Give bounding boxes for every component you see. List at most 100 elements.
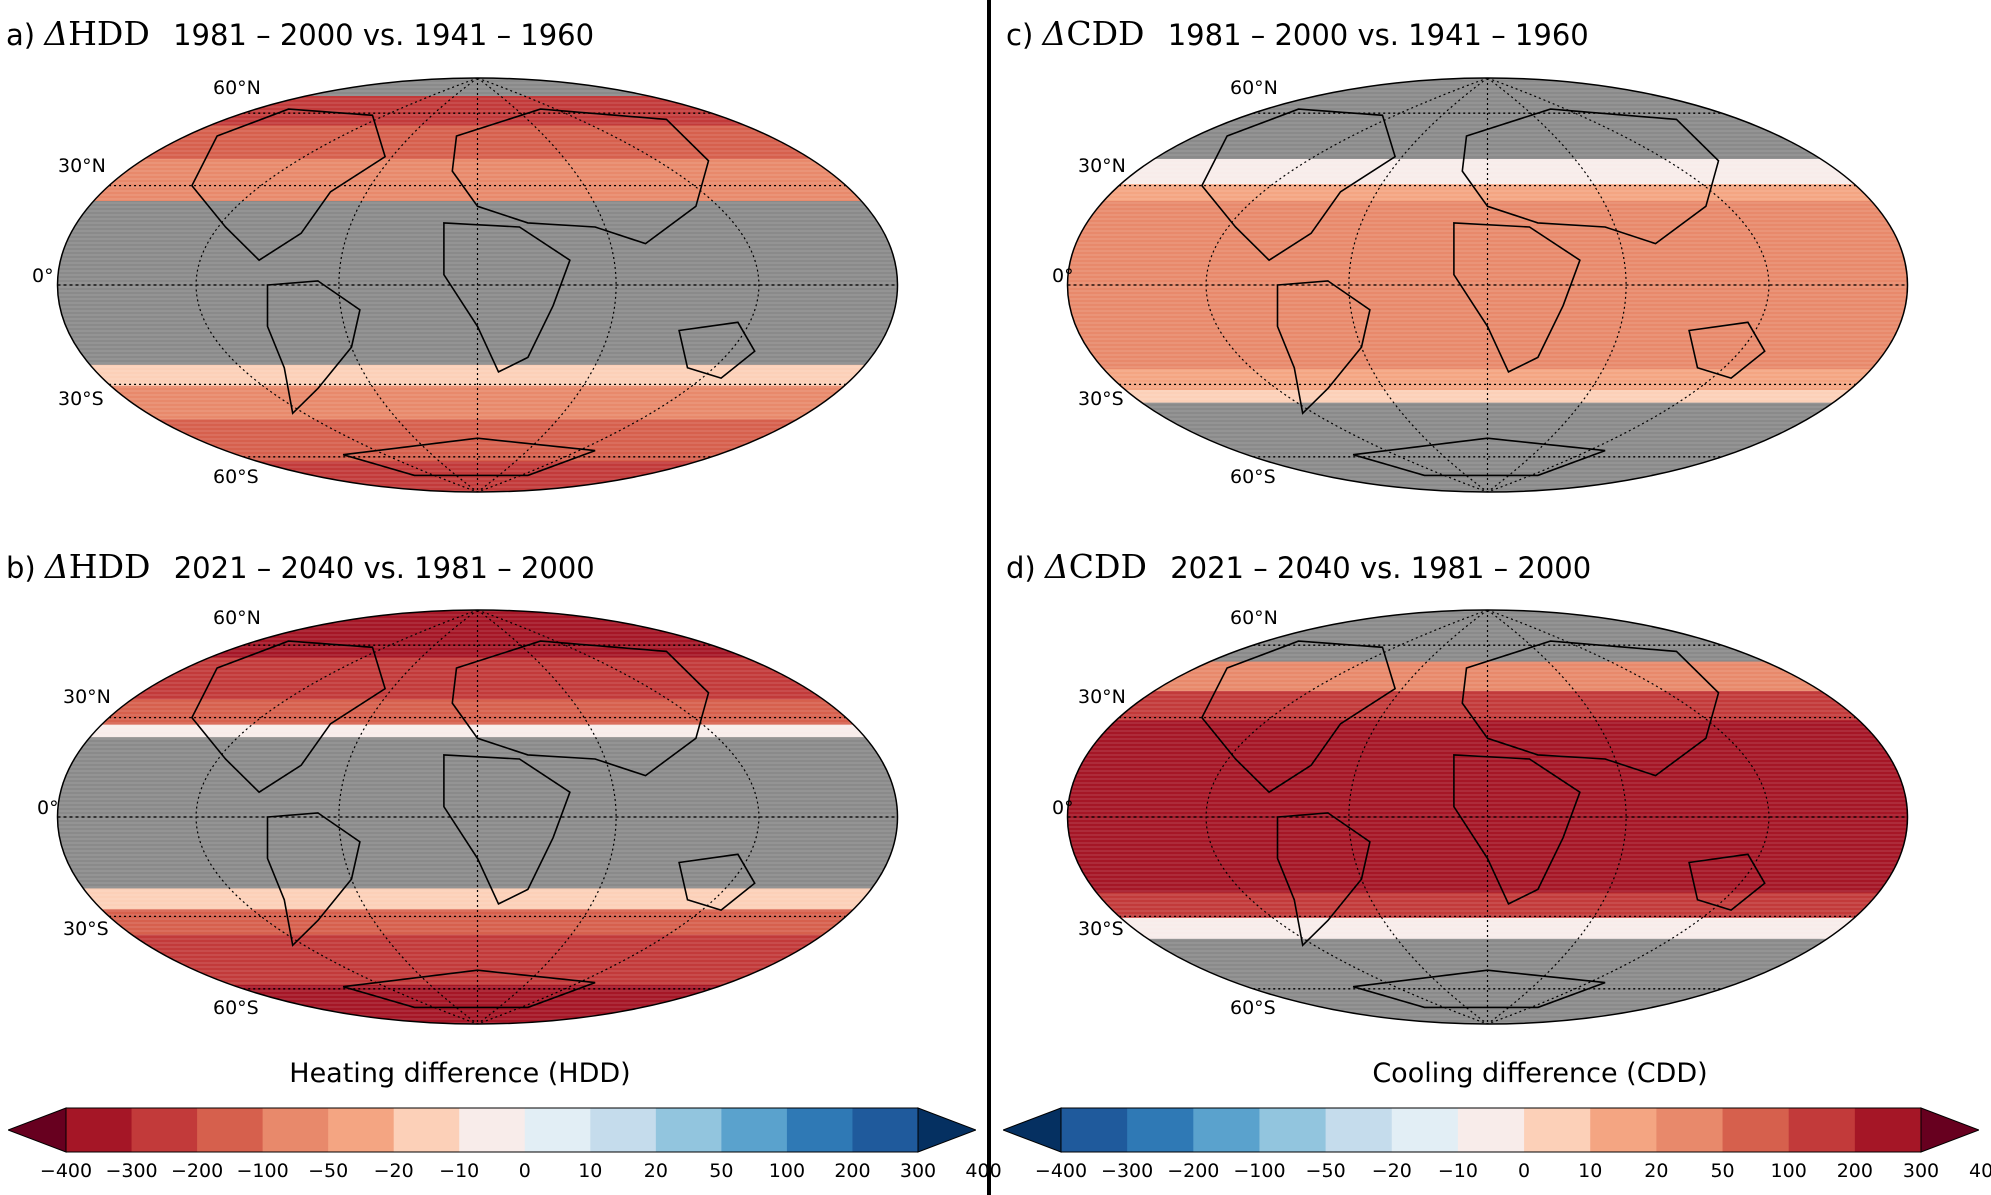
panel-c-delta: Δ xyxy=(1042,14,1067,53)
cdd-colorbar-swatch xyxy=(1193,1108,1260,1152)
map-c-continent-0 xyxy=(1200,108,1397,262)
map-b-continent-2 xyxy=(451,640,710,777)
panel-d-lat-60n: 60°N xyxy=(1230,607,1278,629)
panel-d-letter: d) xyxy=(1006,551,1036,585)
hdd-colorbar-swatch xyxy=(852,1108,919,1152)
cdd-colorbar-swatch xyxy=(1061,1108,1128,1152)
panel-b-variable: HDD xyxy=(68,547,151,586)
cdd-colorbar-tick: 200 xyxy=(1836,1160,1873,1182)
hdd-colorbar-swatch xyxy=(197,1108,264,1152)
panel-c-title: c) ΔCDD 1981 – 2000 vs. 1941 – 1960 xyxy=(1006,14,1589,53)
cdd-colorbar-tick: 50 xyxy=(1710,1160,1735,1182)
panel-d-lat-30s: 30°S xyxy=(1078,918,1124,940)
panel-a-lat-60n: 60°N xyxy=(213,77,261,99)
map-c-meridian-4 xyxy=(1487,78,1770,492)
hdd-colorbar-tick: 200 xyxy=(834,1160,871,1182)
panel-d-lat-30n: 30°N xyxy=(1078,686,1126,708)
map-c-continent-1 xyxy=(1276,280,1371,415)
map-c-band-2 xyxy=(1067,184,1908,202)
panel-d-title: d) ΔCDD 2021 – 2040 vs. 1981 – 2000 xyxy=(1006,547,1591,586)
hdd-colorbar-swatch xyxy=(393,1108,460,1152)
map-panel-a xyxy=(56,77,899,493)
map-d-border xyxy=(1066,609,1909,1025)
panel-b-delta: Δ xyxy=(44,547,69,586)
hdd-colorbar-swatch xyxy=(131,1108,198,1152)
map-b-meridian-0 xyxy=(195,610,478,1024)
map-b-meridian-4 xyxy=(477,610,760,1024)
hdd-colorbar-tick: −10 xyxy=(439,1160,480,1182)
map-b-band-5 xyxy=(57,888,898,910)
panel-a-delta: Δ xyxy=(44,14,69,53)
panel-d-variable: CDD xyxy=(1068,547,1147,586)
map-d-continent-1 xyxy=(1276,812,1371,947)
map-b-continent-5 xyxy=(342,969,596,1009)
map-c-border xyxy=(1066,77,1909,493)
panel-b-lat-60s: 60°S xyxy=(213,997,259,1019)
hdd-colorbar-tick: 400 xyxy=(965,1160,1002,1182)
cdd-colorbar-tick: 300 xyxy=(1902,1160,1940,1182)
cdd-colorbar-tick: 0 xyxy=(1518,1160,1531,1182)
cdd-colorbar-tick: 400 xyxy=(1969,1160,1991,1182)
cdd-colorbar-title: Cooling difference (CDD) xyxy=(1372,1058,1708,1089)
cdd-colorbar-tick: −300 xyxy=(1101,1160,1154,1182)
map-b-continent-0 xyxy=(190,640,387,794)
cdd-colorbar-swatch xyxy=(1788,1108,1856,1152)
cdd-colorbar-tick: 10 xyxy=(1578,1160,1603,1182)
panel-c-lat-60n: 60°N xyxy=(1230,77,1278,99)
hdd-colorbar-swatch xyxy=(459,1108,526,1152)
map-a-continent-2 xyxy=(451,108,710,245)
map-b-band-1 xyxy=(57,657,898,700)
cdd-colorbar-min-extend xyxy=(1003,1107,1062,1153)
map-a-continent-0 xyxy=(190,108,387,262)
hdd-colorbar-tick: −400 xyxy=(39,1160,93,1182)
hdd-colorbar-tick: 10 xyxy=(578,1160,603,1182)
hdd-colorbar-swatch xyxy=(655,1108,722,1152)
map-b-continent-1 xyxy=(266,812,361,947)
cdd-colorbar-swatch xyxy=(1590,1108,1657,1152)
map-b-border xyxy=(56,609,899,1025)
cdd-colorbar-tick: −200 xyxy=(1167,1160,1220,1182)
panel-divider xyxy=(987,0,991,1195)
panel-a-variable: HDD xyxy=(68,14,150,53)
panel-c-lat-0: 0° xyxy=(1052,265,1074,287)
panel-c-letter: c) xyxy=(1006,18,1034,52)
panel-b-lat-30n: 30°N xyxy=(63,686,111,708)
map-b-continent-4 xyxy=(678,853,756,911)
map-a-meridian-4 xyxy=(477,78,760,492)
map-a-band-7 xyxy=(57,419,898,462)
panel-d-period: 2021 – 2040 vs. 1981 – 2000 xyxy=(1170,551,1592,585)
hdd-colorbar-tick: 20 xyxy=(643,1160,668,1182)
panel-b-title: b) ΔHDD 2021 – 2040 vs. 1981 – 2000 xyxy=(6,547,595,586)
panel-a-title: a) ΔHDD 1981 – 2000 vs. 1941 – 1960 xyxy=(6,14,594,53)
hdd-colorbar-min-extend xyxy=(8,1107,67,1153)
cdd-colorbar-swatch xyxy=(1259,1108,1327,1152)
cdd-colorbar-tick: 100 xyxy=(1770,1160,1807,1182)
hdd-colorbar-tick: −300 xyxy=(105,1160,158,1182)
map-panel-b xyxy=(56,609,899,1025)
cdd-colorbar-swatch xyxy=(1524,1108,1591,1152)
map-d-meridian-4 xyxy=(1487,610,1770,1024)
panel-a-lat-30s: 30°S xyxy=(58,388,104,410)
panel-c-period: 1981 – 2000 vs. 1941 – 1960 xyxy=(1167,18,1589,52)
panel-b-letter: b) xyxy=(6,551,36,585)
panel-b-lat-0: 0° xyxy=(37,797,59,819)
cdd-colorbar-swatch xyxy=(1457,1108,1525,1152)
map-a-band-5 xyxy=(57,364,898,387)
panel-c-lat-30n: 30°N xyxy=(1078,155,1126,177)
map-d-continent-3 xyxy=(1453,754,1581,905)
map-d-continent-2 xyxy=(1461,640,1720,777)
hdd-colorbar-swatch xyxy=(721,1108,788,1152)
panel-c-lat-60s: 60°S xyxy=(1230,466,1276,488)
panel-b-lat-60n: 60°N xyxy=(213,607,261,629)
panel-c-lat-30s: 30°S xyxy=(1078,388,1124,410)
cdd-colorbar-max-extend xyxy=(1920,1107,1979,1153)
map-c-continent-4 xyxy=(1688,321,1766,379)
map-panel-c xyxy=(1066,77,1909,493)
cdd-colorbar-swatch xyxy=(1325,1108,1393,1152)
panel-a-letter: a) xyxy=(6,18,36,52)
map-c-band-5 xyxy=(1067,390,1908,404)
map-d-continent-5 xyxy=(1352,969,1606,1009)
panel-d-lat-60s: 60°S xyxy=(1230,997,1276,1019)
map-a-continent-3 xyxy=(443,222,571,373)
panel-a-period: 1981 – 2000 vs. 1941 – 1960 xyxy=(173,18,595,52)
